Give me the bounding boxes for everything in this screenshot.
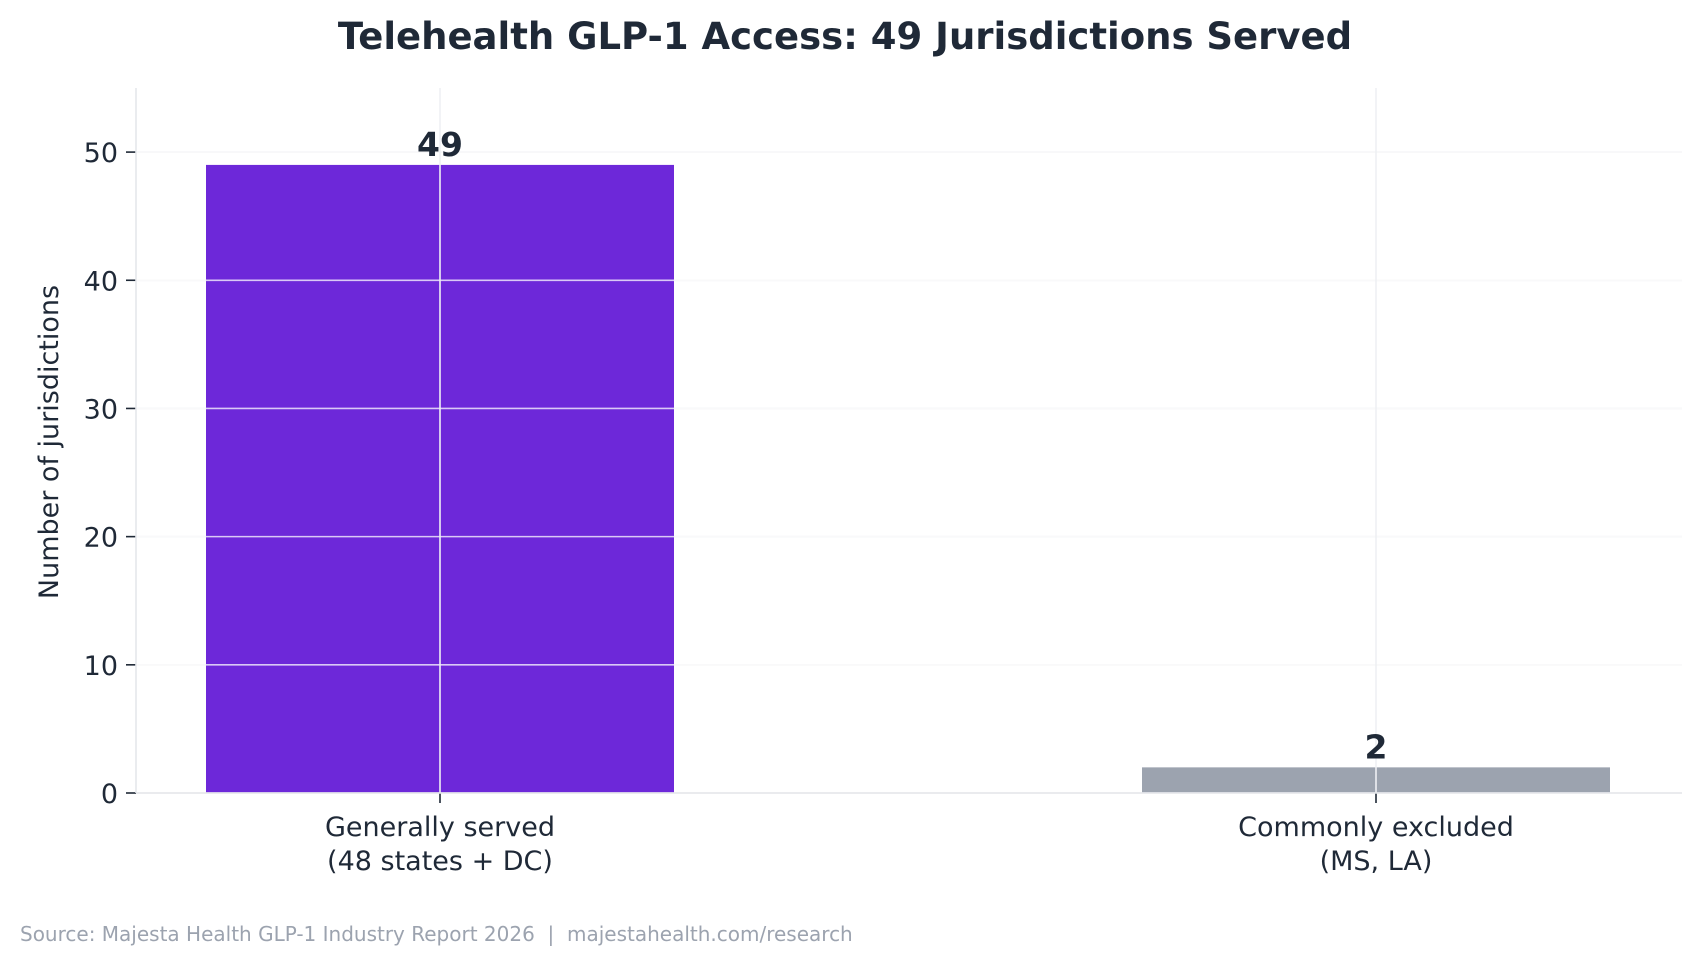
bars xyxy=(206,164,1610,794)
x-tick-label: Generally served xyxy=(325,812,555,843)
y-tick-label: 50 xyxy=(84,138,118,169)
y-tick-label: 40 xyxy=(84,266,118,297)
x-tick-label: Commonly excluded xyxy=(1238,812,1514,843)
vertical-gridlines xyxy=(439,88,1377,793)
source-note: Source: Majesta Health GLP-1 Industry Re… xyxy=(20,922,853,946)
axes xyxy=(126,88,1682,803)
x-tick-label: (48 states + DC) xyxy=(327,846,553,877)
y-tick-label: 30 xyxy=(84,394,118,425)
labels: 0 10 20 30 40 50 49 Generally served(48 states … xyxy=(84,125,1514,877)
data-label: 2 xyxy=(1365,727,1388,766)
data-label: 49 xyxy=(417,125,463,164)
y-tick-label: 10 xyxy=(84,651,118,682)
y-tick-label: 20 xyxy=(84,523,118,554)
x-tick-label: (MS, LA) xyxy=(1320,846,1433,877)
chart-title: Telehealth GLP-1 Access: 49 Jurisdiction… xyxy=(338,15,1352,58)
y-tick-label: 0 xyxy=(101,779,118,810)
y-axis-title: Number of jurisdictions xyxy=(34,285,65,599)
